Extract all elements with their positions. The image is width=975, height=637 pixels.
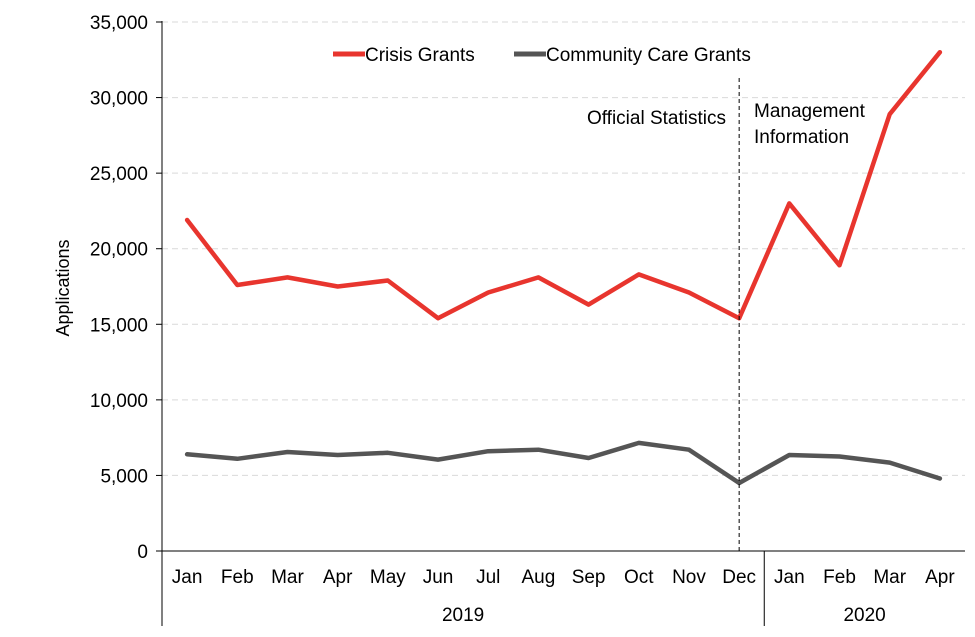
y-tick-label: 30,000 [90, 89, 148, 110]
year-label: 2020 [843, 605, 885, 626]
x-tick-label: Jul [476, 567, 500, 588]
annotation-information: Information [754, 127, 849, 148]
x-tick-label: Feb [823, 567, 856, 588]
gridlines [156, 21, 965, 552]
x-tick-label: Sep [572, 567, 606, 588]
legend-label-crisis-grants: Crisis Grants [365, 45, 475, 66]
x-tick-label: Jan [774, 567, 805, 588]
y-tick-label: 25,000 [90, 164, 148, 185]
y-tick-label: 15,000 [90, 315, 148, 336]
y-axis-label: Applications [53, 239, 73, 336]
x-tick-label: Apr [925, 567, 955, 588]
year-label: 2019 [442, 605, 484, 626]
x-tick-label: Nov [672, 567, 706, 588]
series-lines [184, 49, 943, 486]
y-tick-label: 35,000 [90, 13, 148, 34]
x-tick-labels: Jan Feb Mar Apr May Jun Jul Aug Sep Oct Nov Dec Jan F… [172, 567, 956, 626]
y-tick-labels: 0 5,000 10,000 15,000 20,000 25,000 30,000 35,0… [90, 13, 148, 563]
y-tick-label: 0 [137, 542, 148, 563]
x-tick-label: Oct [624, 567, 654, 588]
axes [161, 21, 965, 626]
x-tick-label: Aug [522, 567, 556, 588]
legend-label-community-care-grants: Community Care Grants [546, 45, 751, 66]
x-tick-label: Mar [271, 567, 304, 588]
series-line-crisis-grants [184, 49, 943, 321]
series-line-community-care-grants [184, 440, 943, 486]
x-tick-label: Mar [873, 567, 906, 588]
x-tick-label: May [370, 567, 406, 588]
y-tick-label: 10,000 [90, 391, 148, 412]
x-tick-label: Dec [722, 567, 756, 588]
x-tick-label: Jan [172, 567, 203, 588]
x-tick-label: Feb [221, 567, 254, 588]
annotation-official-statistics: Official Statistics [587, 108, 726, 129]
x-tick-label: Apr [323, 567, 353, 588]
y-tick-label: 20,000 [90, 240, 148, 261]
legend: Crisis Grants Community Care Grants [333, 45, 751, 66]
x-tick-label: Jun [423, 567, 454, 588]
y-tick-label: 5,000 [100, 466, 148, 487]
annotation-management: Management [754, 101, 866, 122]
